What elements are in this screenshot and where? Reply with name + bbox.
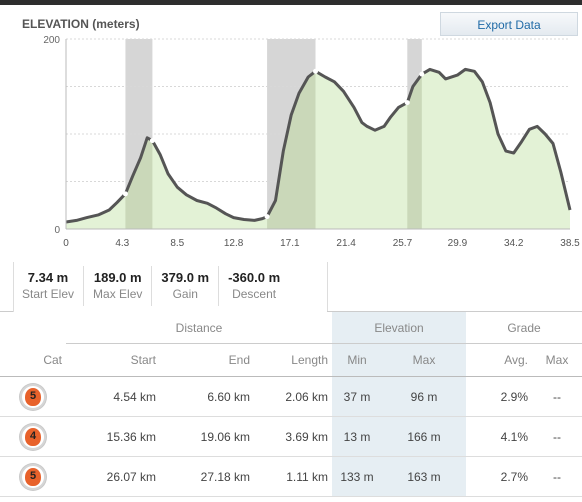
col-cat: Cat <box>0 343 66 377</box>
stat-label: Start Elev <box>22 287 75 301</box>
divider <box>327 311 582 312</box>
climb-area <box>267 71 316 229</box>
table-row[interactable]: 4 15.36 km 19.06 km 3.69 km 13 m 166 m 4… <box>0 416 582 457</box>
cell-length: 3.69 km <box>254 416 332 457</box>
x-tick-label: 21.4 <box>336 238 356 249</box>
climb-segments-table: Distance Elevation Grade Cat Start End L… <box>0 312 582 497</box>
cell-grade-avg: 2.9% <box>466 376 532 417</box>
x-tick-label: 34.2 <box>504 238 524 249</box>
cell-end: 27.18 km <box>160 456 254 497</box>
cell-grade-avg: 4.1% <box>466 416 532 457</box>
flame-icon <box>25 467 41 486</box>
cell-max: 163 m <box>382 456 466 497</box>
table-row[interactable]: 5 4.54 km 6.60 km 2.06 km 37 m 96 m 2.9%… <box>0 376 582 417</box>
stat-label: Max Elev <box>93 287 143 301</box>
cell-min: 133 m <box>332 456 382 497</box>
climb-category-badge: 5 <box>20 463 46 490</box>
elevation-area <box>66 69 570 230</box>
cell-min: 37 m <box>332 376 382 417</box>
col-grade-avg: Avg. <box>466 343 532 377</box>
cell-end: 6.60 km <box>160 376 254 417</box>
elevation-chart: 0 200 0 4.3 8.5 12.8 17.1 21.4 25.7 29.9 34.2 38.5 <box>43 35 580 249</box>
x-tick-label: 8.5 <box>170 238 184 249</box>
cell-end: 19.06 km <box>160 416 254 457</box>
segment-marker <box>404 100 410 106</box>
stats-tab-left-border <box>13 262 14 312</box>
cell-min: 13 m <box>332 416 382 457</box>
cell-start: 26.07 km <box>66 456 160 497</box>
col-min: Min <box>332 343 382 377</box>
col-start: Start <box>66 343 160 377</box>
chart-title: ELEVATION (meters) <box>22 17 140 31</box>
elevation-stats: 7.34 m Start Elev 189.0 m Max Elev 379.0… <box>13 262 289 310</box>
stat-value: 379.0 m <box>161 270 210 285</box>
y-tick-label: 200 <box>43 35 60 46</box>
cell-length: 1.11 km <box>254 456 332 497</box>
export-data-button[interactable]: Export Data <box>440 12 578 36</box>
group-header-grade: Grade <box>466 312 582 344</box>
stat-descent: -360.0 m Descent <box>219 266 289 306</box>
x-tick-label: 12.8 <box>224 238 244 249</box>
stat-value: 189.0 m <box>93 270 142 285</box>
x-tick-label: 0 <box>63 238 69 249</box>
y-tick-label: 0 <box>54 225 60 236</box>
cell-max: 96 m <box>382 376 466 417</box>
table-column-header: Cat Start End Length Min Max Avg. Max <box>0 343 582 377</box>
stat-label: Gain <box>172 287 198 301</box>
x-tick-label: 4.3 <box>115 238 129 249</box>
col-grade-max: Max <box>532 343 582 377</box>
x-tick-label: 38.5 <box>560 238 580 249</box>
col-end: End <box>160 343 254 377</box>
climb-category-badge: 4 <box>20 423 46 450</box>
cell-grade-max: -- <box>532 376 582 417</box>
cell-grade-avg: 2.7% <box>466 456 532 497</box>
top-bar <box>0 0 582 5</box>
segment-marker <box>264 214 270 220</box>
cell-max: 166 m <box>382 416 466 457</box>
stat-label: Descent <box>232 287 277 301</box>
stat-start-elev: 7.34 m Start Elev <box>13 266 85 306</box>
table-row[interactable]: 5 26.07 km 27.18 km 1.11 km 133 m 163 m … <box>0 456 582 497</box>
x-tick-label: 29.9 <box>448 238 468 249</box>
segment-marker <box>419 71 425 77</box>
col-max: Max <box>382 343 466 377</box>
stat-value: 7.34 m <box>27 270 69 285</box>
climb-area <box>125 137 153 229</box>
climb-area <box>407 74 422 229</box>
segment-marker <box>122 191 128 197</box>
cell-start: 15.36 km <box>66 416 160 457</box>
flame-icon <box>25 427 41 446</box>
stat-gain: 379.0 m Gain <box>152 266 220 306</box>
group-header-elevation: Elevation <box>332 312 466 344</box>
stat-max-elev: 189.0 m Max Elev <box>84 266 153 306</box>
climb-category-badge: 5 <box>20 383 46 410</box>
cell-grade-max: -- <box>532 456 582 497</box>
stat-value: -360.0 m <box>228 270 281 285</box>
segment-marker <box>149 138 155 144</box>
flame-icon <box>25 387 41 406</box>
cell-start: 4.54 km <box>66 376 160 417</box>
x-tick-label: 17.1 <box>280 238 300 249</box>
divider <box>0 311 13 312</box>
cell-length: 2.06 km <box>254 376 332 417</box>
segment-marker <box>313 68 319 74</box>
x-tick-label: 25.7 <box>393 238 413 249</box>
group-header-distance: Distance <box>66 312 332 344</box>
col-length: Length <box>254 343 332 377</box>
table-group-header: Distance Elevation Grade <box>0 312 582 344</box>
stats-tab-right-border <box>327 262 328 312</box>
cell-grade-max: -- <box>532 416 582 457</box>
